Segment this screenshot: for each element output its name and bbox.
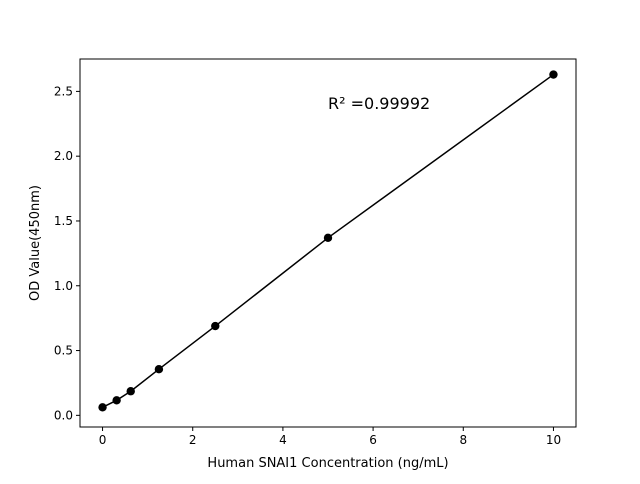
y-axis: 0.0 0.5 1.0 1.5 2.0 2.5 [54, 84, 80, 422]
x-tick-label: 8 [459, 433, 467, 447]
data-point [112, 396, 121, 405]
r-squared-annotation: R² =0.99992 [328, 94, 430, 113]
y-tick-label: 2.0 [54, 149, 73, 163]
data-point [549, 70, 558, 79]
y-tick-label: 1.0 [54, 279, 73, 293]
x-axis-label: Human SNAI1 Concentration (ng/mL) [207, 456, 448, 471]
y-tick-label: 2.5 [54, 84, 73, 98]
x-tick-label: 10 [546, 433, 561, 447]
x-tick-label: 4 [279, 433, 287, 447]
x-tick-label: 0 [99, 433, 107, 447]
data-point [126, 387, 135, 396]
x-tick-label: 2 [189, 433, 197, 447]
x-tick-label: 6 [369, 433, 377, 447]
plot-frame [79, 58, 577, 428]
data-point [98, 403, 107, 412]
series [98, 70, 558, 412]
data-point [211, 321, 220, 331]
data-point [323, 233, 333, 243]
data-point [154, 365, 164, 374]
x-axis: 0 2 4 6 8 10 [99, 427, 561, 447]
y-tick-label: 0.0 [54, 408, 73, 422]
y-tick-label: 0.5 [54, 344, 73, 358]
y-axis-label: OD Value(450nm) [28, 185, 43, 301]
y-tick-label: 1.5 [54, 214, 73, 228]
